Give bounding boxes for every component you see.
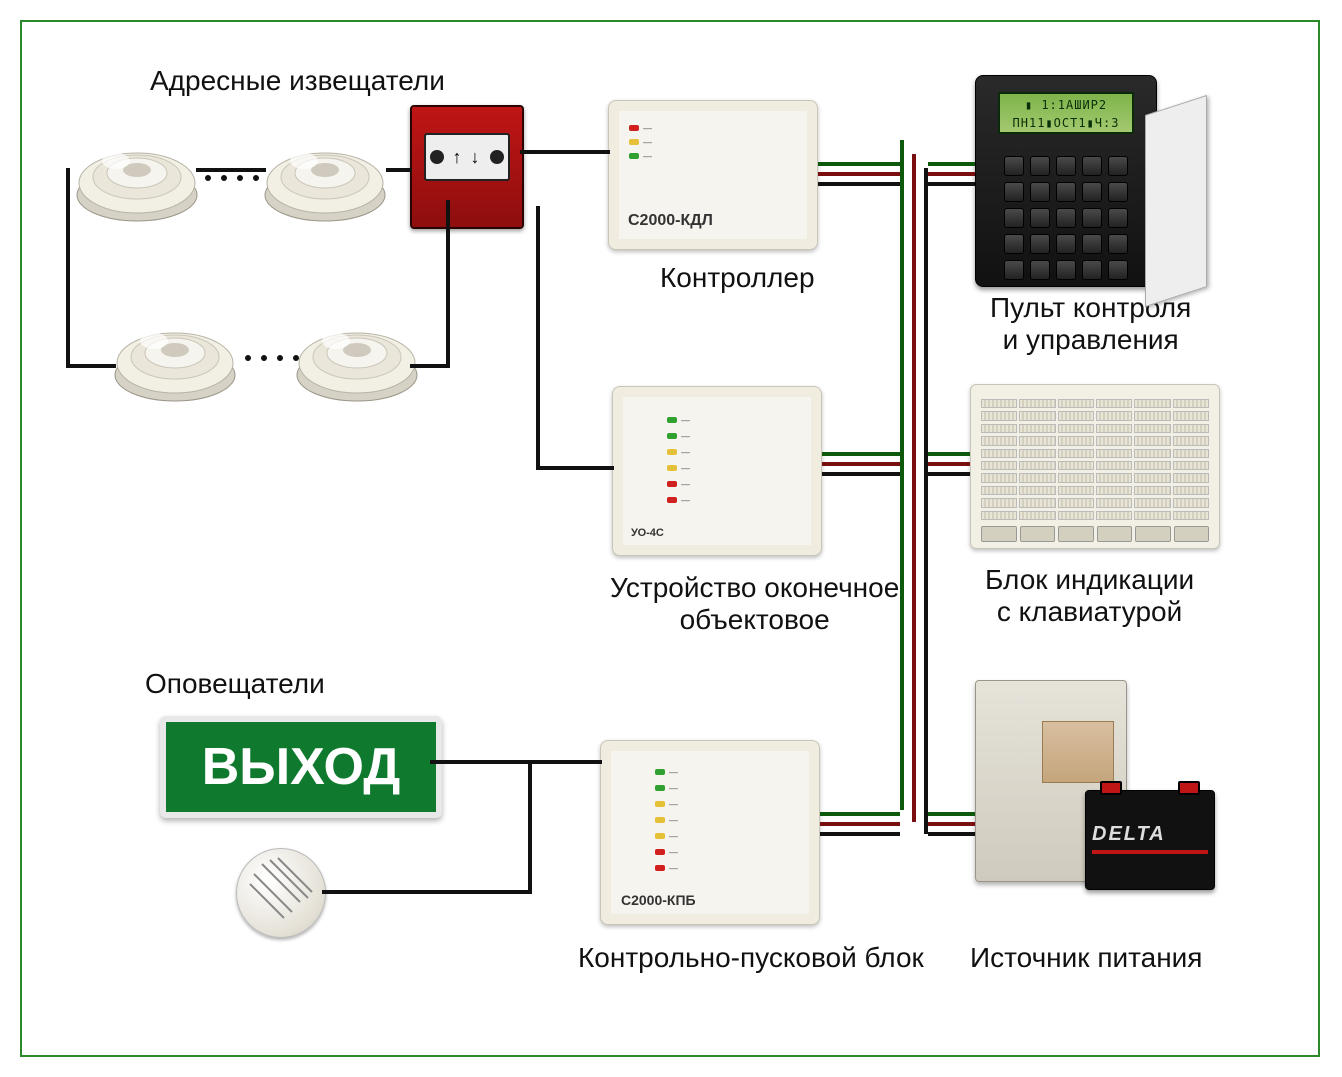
wire-segment bbox=[900, 140, 904, 810]
label-indicator: Блок индикации с клавиатурой bbox=[985, 564, 1194, 628]
wire-segment bbox=[928, 812, 975, 816]
wire-segment bbox=[928, 822, 975, 826]
wire-segment bbox=[520, 150, 610, 154]
wire-segment bbox=[536, 466, 614, 470]
wire-segment bbox=[446, 200, 450, 368]
label-notifiers: Оповещатели bbox=[145, 668, 325, 700]
smoke-detector-icon bbox=[110, 315, 240, 405]
controller-model: С2000-КДЛ bbox=[628, 212, 713, 230]
exit-sign-icon: ВЫХОД bbox=[160, 716, 442, 818]
smoke-detector-icon bbox=[292, 315, 422, 405]
console-flap-icon bbox=[1145, 95, 1207, 307]
wire-segment bbox=[818, 182, 900, 186]
wire-segment bbox=[386, 168, 412, 172]
smoke-detector-icon bbox=[260, 135, 390, 225]
siren-icon bbox=[236, 848, 326, 938]
wire-segment bbox=[430, 760, 602, 764]
console-screen-line1: ▮ 1:1AШИР2 bbox=[1002, 96, 1130, 114]
wire-segment bbox=[928, 832, 975, 836]
battery-icon: DELTA bbox=[1085, 790, 1215, 890]
control-launch-model: С2000-КПБ bbox=[621, 892, 696, 908]
wire-segment bbox=[528, 760, 532, 894]
manual-call-point-icon: ↑ ↓ bbox=[410, 105, 524, 229]
wire-segment bbox=[928, 172, 975, 176]
wire-segment bbox=[820, 812, 900, 816]
wire-segment bbox=[928, 472, 970, 476]
wire-segment bbox=[820, 822, 900, 826]
wire-segment bbox=[410, 364, 450, 368]
control-launch-box: ——————— С2000-КПБ bbox=[600, 740, 820, 925]
label-terminal-device: Устройство оконечное объектовое bbox=[610, 572, 899, 636]
label-power: Источник питания bbox=[970, 942, 1202, 974]
battery-brand: DELTA bbox=[1092, 823, 1166, 845]
wire-segment bbox=[924, 168, 928, 834]
label-controller: Контроллер bbox=[660, 262, 815, 294]
label-control-launch: Контрольно-пусковой блок bbox=[578, 942, 924, 974]
wire-segment bbox=[822, 462, 900, 466]
wire-segment bbox=[66, 364, 116, 368]
wire-segment bbox=[66, 168, 70, 368]
wire-segment bbox=[928, 182, 975, 186]
wire-segment bbox=[536, 206, 540, 470]
wire-segment bbox=[928, 162, 975, 166]
smoke-detector-icon bbox=[72, 135, 202, 225]
wire-segment bbox=[928, 462, 970, 466]
console-screen-line2: ПН11▮OCT1▮Ч:3 bbox=[1002, 114, 1130, 132]
wire-segment bbox=[818, 172, 900, 176]
dotted-link bbox=[240, 348, 304, 354]
terminal-device-box: —————— УО-4С bbox=[612, 386, 822, 556]
wire-segment bbox=[822, 472, 900, 476]
indicator-block bbox=[970, 384, 1220, 549]
wire-segment bbox=[322, 890, 532, 894]
wire-segment bbox=[928, 452, 970, 456]
console-screen: ▮ 1:1AШИР2 ПН11▮OCT1▮Ч:3 bbox=[998, 92, 1134, 134]
terminal-model-text: УО-4С bbox=[631, 527, 664, 539]
wire-segment bbox=[818, 162, 900, 166]
wire-segment bbox=[912, 154, 916, 822]
label-detectors: Адресные извещатели bbox=[150, 65, 445, 97]
control-console: ▮ 1:1AШИР2 ПН11▮OCT1▮Ч:3 bbox=[975, 75, 1215, 295]
diagram-frame: Адресные извещатели Контроллер Устройств… bbox=[0, 0, 1342, 1077]
wire-segment bbox=[196, 168, 266, 172]
wire-segment bbox=[822, 452, 900, 456]
wire-segment bbox=[820, 832, 900, 836]
power-supply-unit: DELTA bbox=[975, 680, 1235, 900]
console-keys bbox=[1004, 156, 1128, 280]
